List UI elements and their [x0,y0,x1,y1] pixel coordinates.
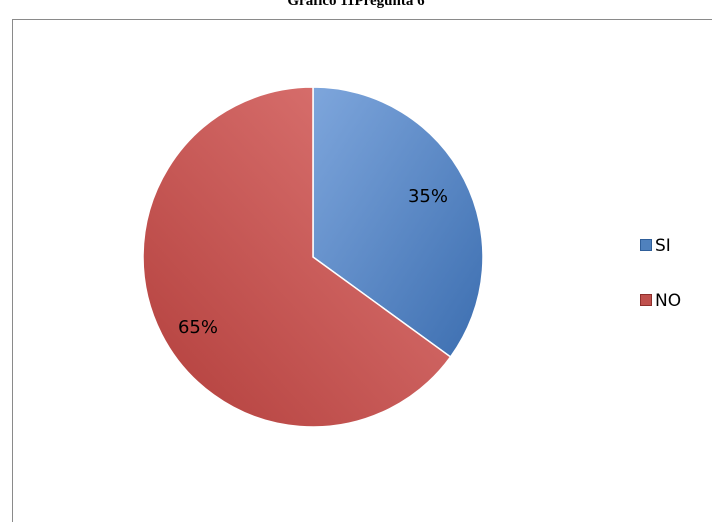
pie-slice-no [142,86,452,428]
legend-swatch-si [640,238,652,251]
legend-item-no: NO [640,291,681,311]
legend-label-no: NO [655,291,682,311]
legend-label-si: SI [655,236,671,256]
pie-data-labels: 35% 65% [178,186,448,338]
pie-slices [142,86,484,428]
legend-item-si: SI [640,236,681,256]
chart-legend: SI NO [640,236,681,346]
chart-title: Gráfico 11Pregunta 6 [287,0,425,9]
pie-slice-si [312,86,484,358]
legend-swatch-no [640,293,652,306]
data-label-no: 65% [178,317,218,338]
data-label-si: 35% [408,186,448,207]
